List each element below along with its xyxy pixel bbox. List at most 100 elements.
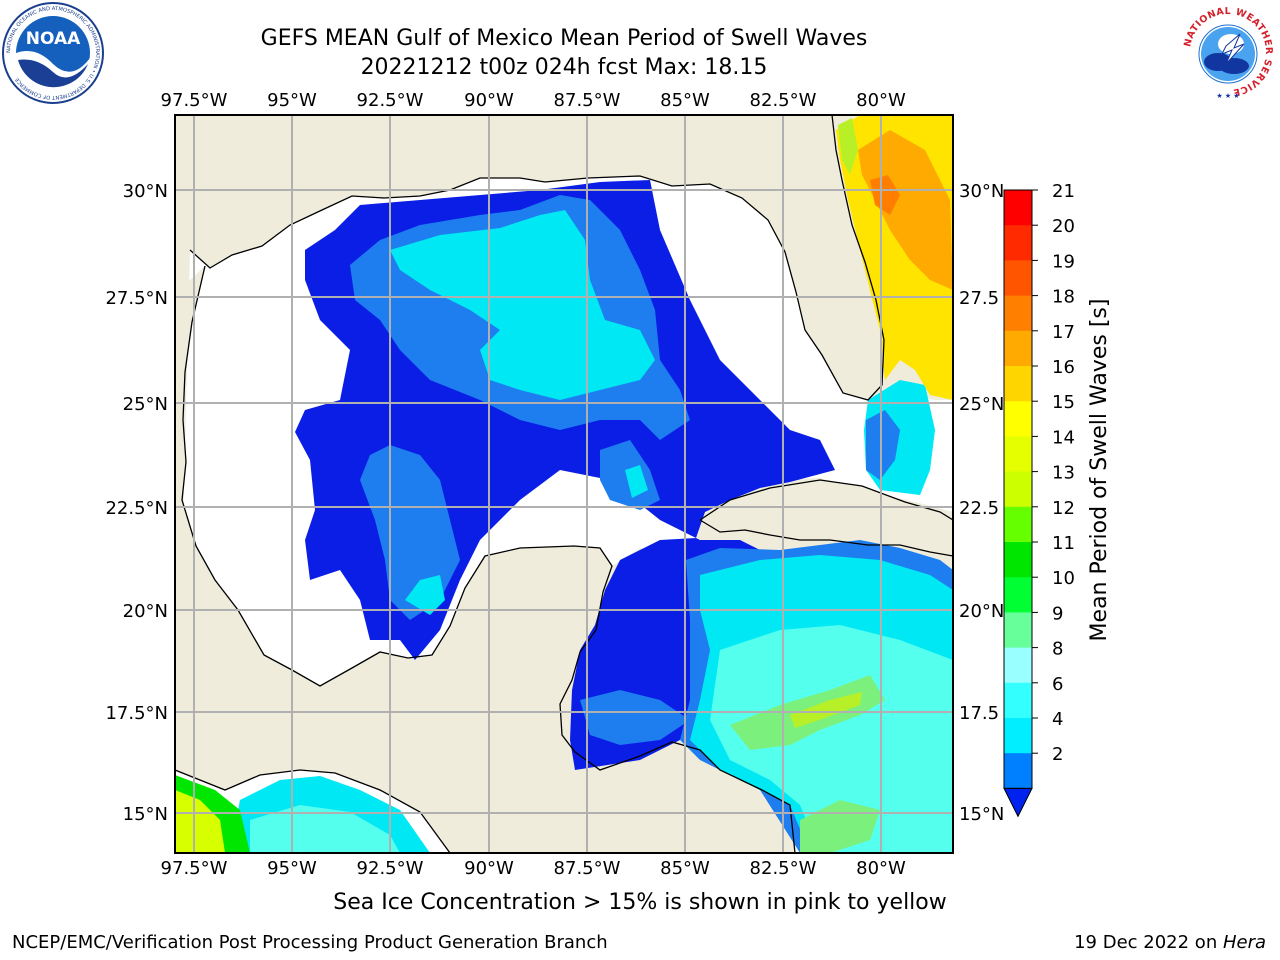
colorbar-swatch — [1004, 577, 1032, 613]
contour-18-atlantic — [870, 175, 900, 215]
colorbar-swatch — [1004, 366, 1032, 402]
colorbar-swatch — [1004, 647, 1032, 684]
lon-label-bottom: 92.5°W — [357, 858, 424, 879]
colorbar-tick-label: 4 — [1052, 709, 1063, 730]
colorbar-tick-label: 9 — [1052, 603, 1063, 624]
colorbar-swatch — [1004, 225, 1032, 261]
colorbar-swatch — [1004, 506, 1032, 543]
florida-land — [640, 115, 884, 400]
noaa-logo-text: NOAA — [26, 29, 81, 49]
lon-label-top: 82.5°W — [750, 90, 817, 111]
colorbar-tick-label: 8 — [1052, 639, 1063, 660]
lon-label-bottom: 82.5°W — [750, 858, 817, 879]
lat-label-right: 15°N — [959, 804, 1004, 825]
colorbar-swatch — [1004, 753, 1032, 789]
colorbar-tick-label: 19 — [1052, 251, 1075, 272]
colorbar-swatch — [1004, 436, 1032, 473]
nws-logo: NATIONAL WEATHER SERVICE ★ ★ ★ — [1180, 4, 1276, 100]
colorbar-tick-label: 21 — [1052, 181, 1075, 202]
lat-label-right: 22.5 — [959, 498, 999, 519]
lat-label-right: 17.5 — [959, 703, 999, 724]
colorbar-tick-label: 6 — [1052, 674, 1063, 695]
colorbar: 21 20 19 18 17 16 15 14 13 12 11 10 9 8 6 4 2 — [1003, 181, 1075, 818]
map-frame — [174, 114, 954, 854]
colorbar-tick-label: 15 — [1052, 392, 1075, 413]
swell-contours — [175, 115, 953, 853]
gridlines — [175, 115, 953, 853]
lon-label-top: 87.5°W — [554, 90, 621, 111]
colorbar-tick-label: 2 — [1052, 744, 1063, 765]
lat-label-left: 20°N — [123, 601, 168, 622]
colorbar-tick-label: 11 — [1052, 533, 1075, 554]
left-lat-labels: 30°N 27.5°N 25°N 22.5°N 20°N 17.5°N 15°N — [105, 181, 168, 825]
colorbar-tick-label: 20 — [1052, 216, 1075, 237]
colorbar-tick-label: 18 — [1052, 287, 1075, 308]
colorbar-swatch — [1004, 612, 1032, 649]
lat-label-left: 17.5°N — [105, 703, 168, 724]
lat-label-left: 25°N — [123, 394, 168, 415]
right-lat-labels: 30°N 27.5 25°N 22.5 20°N 17.5 15°N — [959, 181, 1004, 825]
lon-label-top: 95°W — [267, 90, 317, 111]
colorbar-swatch — [1004, 330, 1032, 367]
lon-label-top: 90°W — [464, 90, 514, 111]
map-area — [175, 115, 953, 853]
top-lon-labels: 97.5°W 95°W 92.5°W 90°W 87.5°W 85°W 82.5°W 80°W — [161, 90, 906, 111]
contour-4-6-gulf — [390, 210, 655, 615]
lon-label-bottom: 97.5°W — [161, 858, 228, 879]
lon-label-bottom: 85°W — [660, 858, 710, 879]
colorbar-extend — [1003, 787, 1033, 818]
lat-label-right: 27.5 — [959, 288, 999, 309]
lat-label-right: 30°N — [959, 181, 1004, 202]
lon-label-top: 92.5°W — [357, 90, 424, 111]
colorbar-swatch — [1004, 471, 1032, 508]
contour-6-8-carib — [710, 625, 953, 853]
colorbar-label: Mean Period of Swell Waves [s] — [1087, 299, 1112, 642]
footer-credit: NCEP/EMC/Verification Post Processing Pr… — [12, 932, 608, 953]
colorbar-tick-label: 16 — [1052, 357, 1075, 378]
footer-date-text: 19 Dec 2022 on — [1074, 932, 1223, 953]
lon-label-bottom: 95°W — [267, 858, 317, 879]
lon-label-top: 85°W — [660, 90, 710, 111]
lon-label-bottom: 90°W — [464, 858, 514, 879]
footer-date: 19 Dec 2022 on Hera — [1074, 932, 1266, 953]
colorbar-swatch — [1004, 295, 1032, 332]
lon-label-bottom: 80°W — [856, 858, 906, 879]
map-subtitle: 20221212 t00z 024h fcst Max: 18.15 — [360, 55, 768, 80]
contour-12-14-atlantic — [838, 118, 858, 175]
map-title: GEFS MEAN Gulf of Mexico Mean Period of … — [260, 26, 868, 51]
lat-label-right: 25°N — [959, 394, 1004, 415]
colorbar-tick-label: 17 — [1052, 322, 1075, 343]
colorbar-outline — [1003, 189, 1033, 789]
colorbar-tick-label: 10 — [1052, 568, 1075, 589]
colorbar-swatch — [1004, 260, 1032, 297]
lon-label-top: 80°W — [856, 90, 906, 111]
lat-label-left: 30°N — [123, 181, 168, 202]
colorbar-tick-label: 12 — [1052, 498, 1075, 519]
lon-label-bottom: 87.5°W — [554, 858, 621, 879]
sea-ice-caption: Sea Ice Concentration > 15% is shown in … — [333, 890, 947, 915]
lat-label-left: 22.5°N — [105, 498, 168, 519]
coastlines — [175, 115, 953, 853]
lat-label-left: 27.5°N — [105, 288, 168, 309]
colorbar-tick-label: 14 — [1052, 427, 1075, 448]
colorbar-swatch — [1004, 401, 1032, 437]
mexico-land — [175, 266, 795, 853]
colorbar-swatch — [1004, 190, 1032, 226]
contour-9-11-carib — [730, 675, 885, 853]
colorbar-tick-label: 13 — [1052, 463, 1075, 484]
colorbar-swatch — [1004, 718, 1032, 754]
contour-6-8-pacific — [250, 805, 400, 853]
noaa-logo: NOAA NATIONAL OCEANIC AND ATMOSPHERIC AD… — [2, 2, 104, 104]
contour-2-4-atlantic — [866, 410, 900, 480]
cuba-land — [700, 480, 953, 556]
contour-11-13-carib — [790, 692, 862, 728]
footer-host: Hera — [1222, 932, 1266, 953]
svg-text:★ ★ ★: ★ ★ ★ — [1216, 92, 1239, 100]
contour-12-14-pacific — [175, 790, 225, 853]
lat-label-left: 15°N — [123, 804, 168, 825]
lat-label-right: 20°N — [959, 601, 1004, 622]
lon-label-top: 97.5°W — [161, 90, 228, 111]
colorbar-swatch — [1004, 542, 1032, 578]
bottom-lon-labels: 97.5°W 95°W 92.5°W 90°W 87.5°W 85°W 82.5°W 80°W — [161, 858, 906, 879]
